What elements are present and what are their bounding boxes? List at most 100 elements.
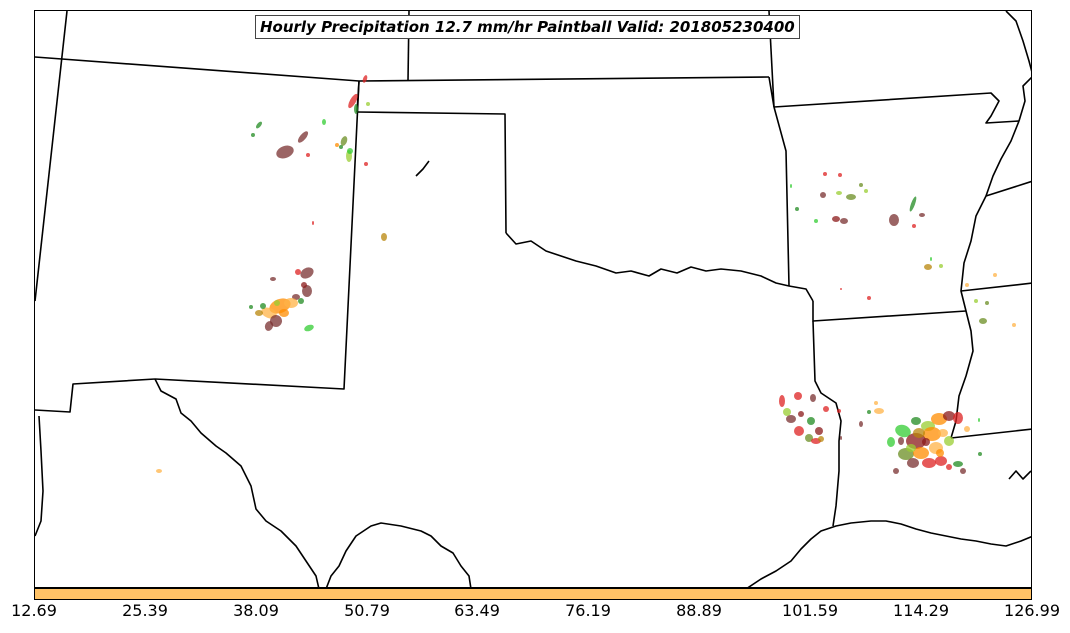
- precip-paintball: [306, 153, 310, 157]
- state-boundary-line: [1005, 11, 1031, 72]
- precip-paintball: [840, 218, 848, 224]
- state-boundary-line: [154, 80, 360, 390]
- state-boundary-line: [35, 415, 44, 537]
- state-boundary-line: [1008, 470, 1031, 480]
- state-boundary-line: [950, 428, 1031, 439]
- state-boundary-line: [812, 301, 967, 322]
- precip-paintball: [913, 447, 929, 459]
- precip-paintball: [919, 213, 925, 217]
- precip-paintball: [887, 437, 895, 447]
- precip-paintball: [814, 219, 818, 223]
- precip-paintball: [898, 437, 904, 445]
- precip-paintball: [978, 418, 980, 422]
- precip-paintball: [297, 131, 309, 143]
- precip-paintball: [249, 305, 253, 309]
- precip-paintball: [312, 221, 314, 225]
- precip-paintball: [922, 438, 930, 446]
- state-boundary-line: [950, 120, 1020, 439]
- precip-paintball: [783, 408, 791, 416]
- colorbar-tick-label: 25.39: [122, 601, 168, 620]
- state-boundary-line: [747, 520, 1031, 587]
- precip-paintball: [924, 264, 932, 270]
- precip-paintball: [362, 75, 368, 83]
- state-boundary-line: [768, 76, 790, 287]
- state-boundary-line: [325, 522, 472, 587]
- precip-paintball: [895, 424, 911, 438]
- precip-paintball: [276, 145, 294, 159]
- precip-paintball: [270, 315, 282, 327]
- precip-paintball: [911, 417, 921, 425]
- precip-paintball: [795, 207, 799, 211]
- precip-paintball: [794, 426, 804, 436]
- precip-paintball: [922, 458, 936, 468]
- precip-paintball: [823, 172, 827, 176]
- precip-paintball: [810, 394, 816, 402]
- map-panel: [34, 10, 1032, 588]
- precip-paintball: [859, 421, 863, 427]
- state-boundary-line: [505, 232, 814, 302]
- precip-paintball: [907, 458, 919, 468]
- precip-paintball: [335, 143, 339, 147]
- precip-paintball: [794, 392, 802, 400]
- colorbar-tick-label: 38.09: [233, 601, 279, 620]
- precip-paintball: [298, 298, 304, 304]
- precip-paintball: [304, 324, 314, 332]
- precip-paintball: [946, 464, 952, 470]
- precip-paintball: [953, 461, 963, 467]
- precip-paintball: [347, 148, 353, 154]
- precip-paintball: [301, 282, 307, 288]
- map-canvas: [35, 11, 1031, 587]
- state-boundary-line: [1018, 76, 1031, 122]
- state-boundary-line: [415, 160, 430, 177]
- precip-paintball: [261, 307, 277, 319]
- precip-paintball: [944, 436, 954, 446]
- precip-paintball: [939, 264, 943, 268]
- precip-paintball: [836, 191, 842, 195]
- precip-paintball: [807, 417, 815, 425]
- precip-paintball: [964, 426, 970, 432]
- precip-paintball: [909, 196, 917, 212]
- precip-paintball: [974, 299, 978, 303]
- state-boundary-line: [985, 180, 1031, 197]
- state-boundary-line: [960, 282, 1031, 292]
- precip-paintball: [936, 449, 944, 457]
- precip-paintball: [965, 283, 969, 287]
- state-boundary-line: [154, 378, 320, 587]
- precip-paintball: [993, 273, 997, 277]
- precip-paintball: [348, 93, 358, 109]
- precip-paintball: [284, 298, 298, 308]
- precip-paintball: [943, 411, 955, 421]
- precip-paintball: [913, 428, 925, 438]
- precip-paintball: [381, 233, 387, 241]
- colorbar-tick-label: 12.69: [11, 601, 57, 620]
- precip-paintball: [923, 427, 941, 441]
- precip-paintball: [906, 444, 916, 452]
- precip-paintball: [786, 415, 796, 423]
- precip-paintball: [790, 184, 792, 188]
- precip-paintball: [838, 173, 842, 177]
- precip-paintball: [832, 216, 840, 222]
- precip-paintball: [889, 214, 899, 226]
- precip-paintball: [820, 192, 826, 198]
- precip-paintball: [255, 310, 263, 316]
- precip-paintball: [156, 469, 162, 473]
- state-boundary-line: [812, 320, 842, 527]
- precip-paintball: [805, 434, 813, 442]
- precip-paintball: [837, 409, 841, 413]
- colorbar-tick-label: 101.59: [782, 601, 838, 620]
- precip-paintball: [279, 309, 289, 317]
- precip-paintball: [840, 288, 842, 290]
- state-boundary-line: [358, 76, 770, 82]
- precip-paintball: [979, 318, 987, 324]
- precip-paintball: [846, 194, 856, 200]
- precip-paintball: [978, 452, 982, 456]
- precip-paintball: [840, 436, 842, 440]
- precip-paintball: [302, 285, 312, 297]
- precip-paintball: [340, 136, 348, 146]
- state-boundary-line: [35, 11, 68, 302]
- precip-paintball: [864, 189, 868, 193]
- precip-paintball: [264, 321, 274, 331]
- precip-paintball: [260, 303, 266, 309]
- precip-paintball: [867, 296, 871, 300]
- precip-paintball: [339, 145, 343, 149]
